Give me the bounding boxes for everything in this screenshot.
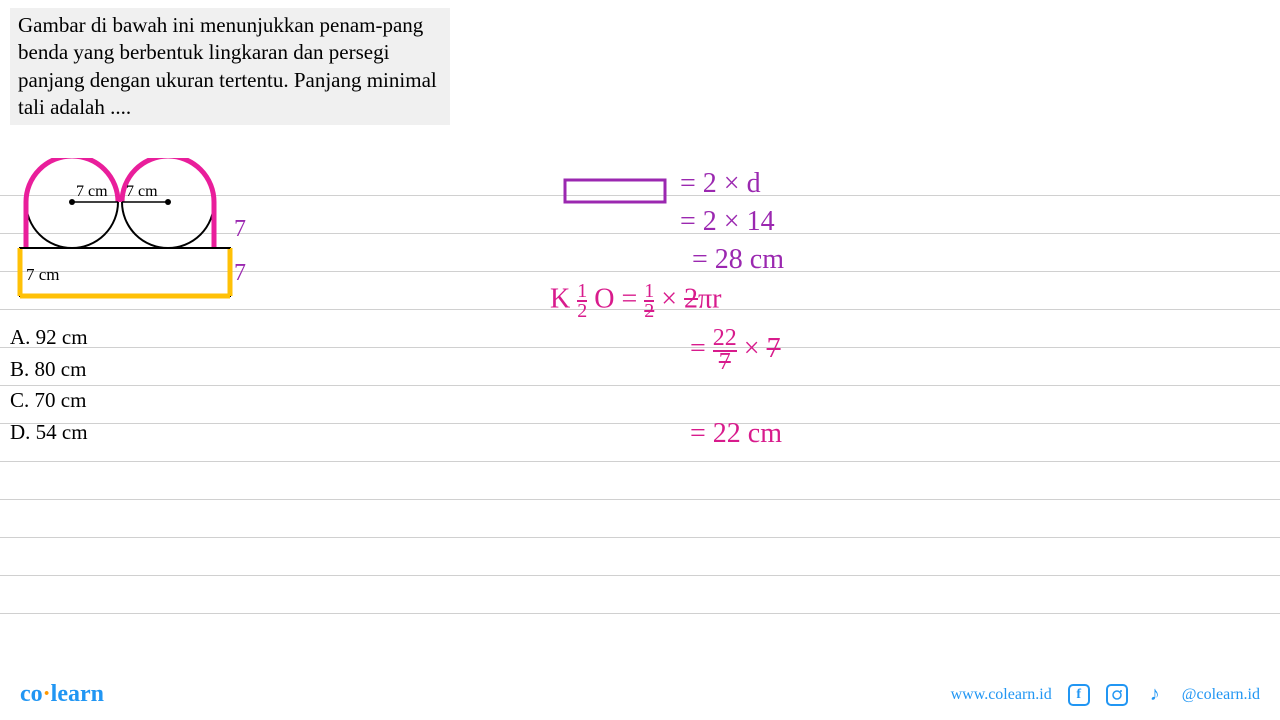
work-line-4: K 12 O = 12 × 2πr xyxy=(550,282,722,320)
question-block: Gambar di bawah ini menunjukkan penam-pa… xyxy=(10,8,450,125)
facebook-icon: f xyxy=(1068,684,1090,706)
option-d: D. 54 cm xyxy=(10,417,88,449)
svg-text:7 cm: 7 cm xyxy=(26,265,60,284)
geometry-diagram: 7 cm 7 cm 7 cm 7 7 xyxy=(10,158,270,323)
tiktok-icon: ♪ xyxy=(1144,684,1166,706)
work-line-6: = 22 cm xyxy=(690,418,782,450)
footer-handle: @colearn.id xyxy=(1182,686,1260,704)
svg-text:7 cm: 7 cm xyxy=(126,183,158,200)
work-line-3: = 28 cm xyxy=(692,244,784,276)
footer: co·learn www.colearn.id f ♪ @colearn.id xyxy=(0,681,1280,708)
option-b: B. 80 cm xyxy=(10,354,88,386)
work-line-5: = 227 × 7 xyxy=(690,328,781,373)
question-text: Gambar di bawah ini menunjukkan penam-pa… xyxy=(18,12,442,121)
footer-url: www.colearn.id xyxy=(951,686,1052,704)
instagram-icon xyxy=(1106,684,1128,706)
work-line-2: = 2 × 14 xyxy=(680,206,775,238)
work-line-1: = 2 × d xyxy=(680,168,761,200)
option-c: C. 70 cm xyxy=(10,385,88,417)
footer-right: www.colearn.id f ♪ @colearn.id xyxy=(951,684,1260,706)
option-a: A. 92 cm xyxy=(10,322,88,354)
svg-text:7 cm: 7 cm xyxy=(76,183,108,200)
answer-options: A. 92 cm B. 80 cm C. 70 cm D. 54 cm xyxy=(10,322,88,448)
logo: co·learn xyxy=(20,681,104,708)
rect-sketch-icon xyxy=(560,172,675,212)
svg-text:7: 7 xyxy=(234,216,246,242)
svg-text:7: 7 xyxy=(234,260,246,286)
